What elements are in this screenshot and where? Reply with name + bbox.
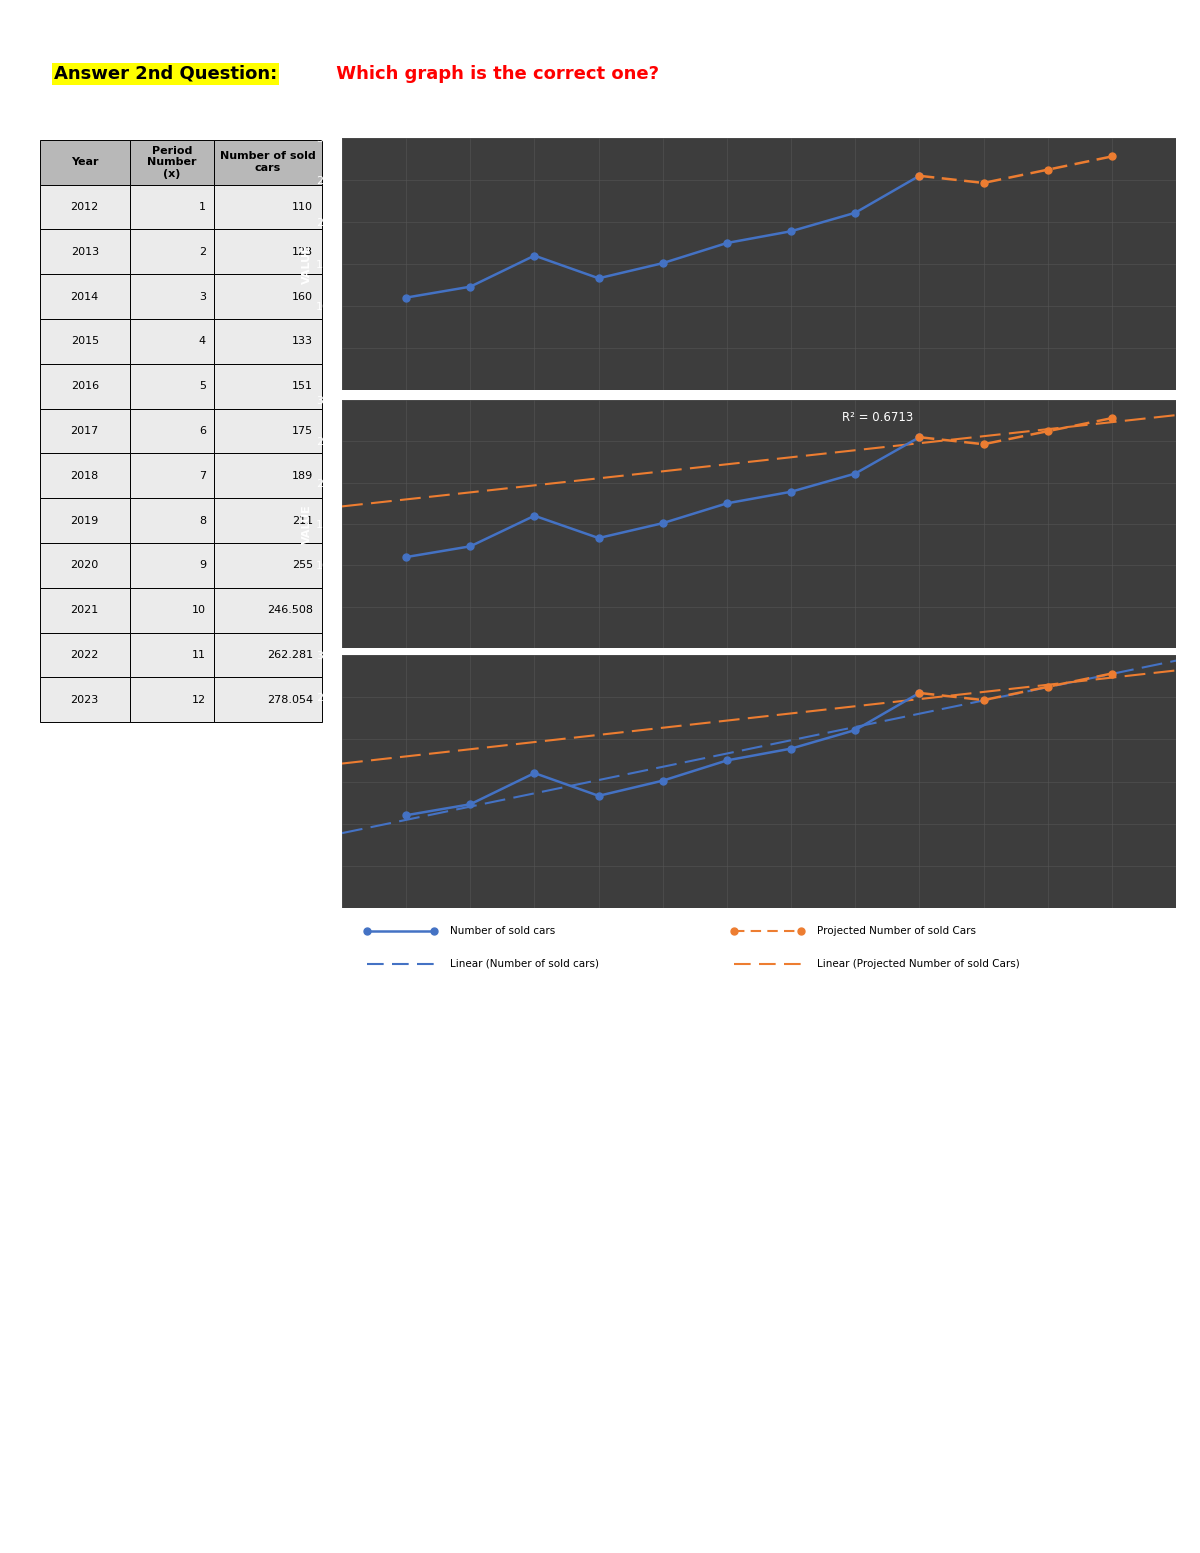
Text: 160: 160	[292, 292, 313, 301]
Text: 278.054: 278.054	[268, 694, 313, 705]
Text: 3: 3	[199, 292, 206, 301]
Text: 2014: 2014	[71, 292, 98, 301]
Y-axis label: VALUE: VALUE	[302, 761, 312, 801]
Text: Answer 2nd Question:: Answer 2nd Question:	[54, 65, 277, 82]
Bar	[40, 408, 130, 453]
Bar	[130, 632, 215, 677]
Text: 2: 2	[199, 247, 206, 256]
Text: 9: 9	[199, 561, 206, 570]
Text: 2021: 2021	[71, 606, 98, 615]
Bar	[130, 587, 215, 632]
Text: 123: 123	[292, 247, 313, 256]
Bar	[130, 544, 215, 587]
Bar	[40, 185, 130, 230]
Bar	[40, 318, 130, 363]
X-axis label: NUMBER OF PERIOD (X): NUMBER OF PERIOD (X)	[685, 668, 833, 679]
Text: 2020: 2020	[71, 561, 98, 570]
Text: 133: 133	[292, 337, 313, 346]
Text: 246.508: 246.508	[268, 606, 313, 615]
Bar	[130, 275, 215, 318]
Bar	[215, 318, 322, 363]
Text: 151: 151	[292, 380, 313, 391]
Text: 2018: 2018	[71, 471, 98, 481]
Bar	[40, 275, 130, 318]
Text: 2023: 2023	[71, 694, 98, 705]
Bar	[130, 230, 215, 275]
Bar	[215, 140, 322, 185]
Text: 7: 7	[199, 471, 206, 481]
Bar	[130, 363, 215, 408]
Bar	[40, 499, 130, 544]
Bar	[215, 275, 322, 318]
Text: 1: 1	[199, 202, 206, 211]
Text: 8: 8	[199, 516, 206, 525]
Bar	[215, 453, 322, 499]
Bar	[130, 318, 215, 363]
Text: 2016: 2016	[71, 380, 98, 391]
Bar	[215, 408, 322, 453]
Text: 2017: 2017	[71, 426, 98, 436]
Text: 2019: 2019	[71, 516, 98, 525]
Text: 12: 12	[192, 694, 206, 705]
Bar	[40, 140, 130, 185]
Text: 4: 4	[199, 337, 206, 346]
Text: Number of sold cars: Number of sold cars	[467, 401, 572, 410]
Bar	[215, 499, 322, 544]
Text: 2022: 2022	[71, 651, 98, 660]
Bar	[130, 140, 215, 185]
X-axis label: NUMBER OF PERIOD (X): NUMBER OF PERIOD (X)	[685, 410, 833, 421]
X-axis label: NUMBER OF PERIOD (X): NUMBER OF PERIOD (X)	[685, 929, 833, 938]
Bar	[40, 363, 130, 408]
Text: 189: 189	[292, 471, 313, 481]
Text: 10: 10	[192, 606, 206, 615]
Bar	[40, 677, 130, 722]
Bar	[40, 587, 130, 632]
Text: Number of sold cars: Number of sold cars	[450, 665, 556, 676]
Bar	[130, 677, 215, 722]
Text: 255: 255	[292, 561, 313, 570]
Text: Projected Number of sold Cars: Projected Number of sold Cars	[834, 401, 994, 410]
Text: Which graph is the correct one?: Which graph is the correct one?	[330, 65, 659, 82]
Text: Linear (Projected Number of sold Cars): Linear (Projected Number of sold Cars)	[450, 697, 653, 707]
Bar	[215, 587, 322, 632]
Text: Year: Year	[71, 157, 98, 168]
Text: 262.281: 262.281	[268, 651, 313, 660]
Bar	[215, 230, 322, 275]
Text: 6: 6	[199, 426, 206, 436]
Text: 5: 5	[199, 380, 206, 391]
Bar	[40, 230, 130, 275]
Bar	[40, 632, 130, 677]
Y-axis label: VALUE: VALUE	[302, 244, 312, 284]
Text: Projected Number of sold Cars: Projected Number of sold Cars	[817, 665, 977, 676]
Text: 110: 110	[292, 202, 313, 211]
Bar	[215, 185, 322, 230]
Text: Number of sold cars: Number of sold cars	[450, 926, 556, 936]
Text: 175: 175	[292, 426, 313, 436]
Bar	[40, 544, 130, 587]
Text: 2015: 2015	[71, 337, 98, 346]
Text: 2012: 2012	[71, 202, 98, 211]
Bar	[40, 453, 130, 499]
Text: 211: 211	[292, 516, 313, 525]
Text: Linear (Number of sold cars): Linear (Number of sold cars)	[450, 960, 600, 969]
Bar	[215, 677, 322, 722]
Text: Linear (Projected Number of sold Cars): Linear (Projected Number of sold Cars)	[817, 960, 1020, 969]
Text: R² = 0.6713: R² = 0.6713	[842, 410, 913, 424]
Bar	[130, 499, 215, 544]
Bar	[130, 185, 215, 230]
Text: Projected Number of sold Cars: Projected Number of sold Cars	[817, 926, 977, 936]
Bar	[130, 453, 215, 499]
Y-axis label: VALUE: VALUE	[302, 505, 312, 544]
Bar	[215, 363, 322, 408]
Text: 11: 11	[192, 651, 206, 660]
Bar	[215, 632, 322, 677]
Text: Period
Number
(x): Period Number (x)	[148, 146, 197, 179]
Text: 2013: 2013	[71, 247, 98, 256]
Bar	[215, 544, 322, 587]
Bar	[130, 408, 215, 453]
Text: Number of sold
cars: Number of sold cars	[220, 151, 316, 172]
